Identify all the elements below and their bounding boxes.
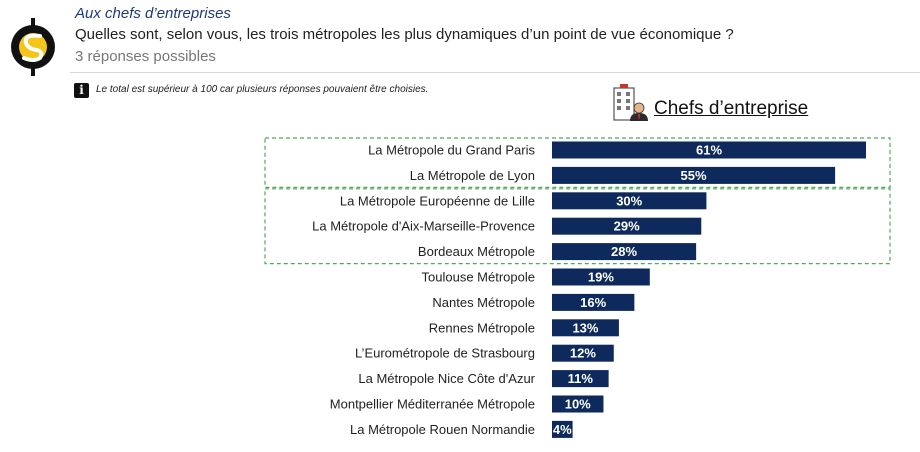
category-label: L’Eurométropole de Strasbourg bbox=[355, 346, 535, 361]
category-label: La Métropole Nice Côte d'Azur bbox=[358, 371, 535, 386]
value-label: 13% bbox=[572, 320, 598, 335]
answers-note: 3 réponses possibles bbox=[75, 48, 216, 65]
category-label: Montpellier Méditerranée Métropole bbox=[330, 397, 535, 412]
category-label: La Métropole de Lyon bbox=[410, 168, 535, 183]
bar bbox=[552, 319, 619, 337]
header-divider bbox=[70, 72, 920, 73]
bar bbox=[552, 293, 635, 311]
value-label: 30% bbox=[616, 193, 642, 208]
info-note: Le total est supérieur à 100 car plusieu… bbox=[96, 84, 429, 95]
info-icon: i bbox=[74, 83, 89, 98]
bar bbox=[552, 395, 604, 413]
value-label: 61% bbox=[696, 143, 722, 158]
value-label: 28% bbox=[611, 244, 637, 259]
bar bbox=[552, 420, 573, 438]
value-label: 16% bbox=[580, 295, 606, 310]
question-text: Quelles sont, selon vous, les trois métr… bbox=[75, 26, 734, 43]
audience-label: Aux chefs d’entreprises bbox=[75, 5, 231, 22]
value-label: 10% bbox=[565, 397, 591, 412]
bar bbox=[552, 370, 609, 388]
bar bbox=[552, 344, 614, 362]
bar bbox=[552, 141, 866, 159]
value-label: 29% bbox=[614, 219, 640, 234]
value-label: 19% bbox=[588, 270, 614, 285]
brand-logo-icon bbox=[11, 18, 55, 76]
category-label: Toulouse Métropole bbox=[422, 270, 535, 285]
value-label: 55% bbox=[681, 168, 707, 183]
bar bbox=[552, 192, 707, 210]
category-label: Bordeaux Métropole bbox=[418, 244, 535, 259]
panel-title: Chefs d’entreprise bbox=[654, 98, 809, 119]
category-label: La Métropole Rouen Normandie bbox=[350, 422, 535, 437]
category-label: La Métropole d'Aix-Marseille-Provence bbox=[312, 219, 535, 234]
bar bbox=[552, 268, 650, 286]
value-label: 4% bbox=[553, 422, 572, 437]
office-building-person-icon bbox=[613, 84, 648, 121]
category-label: La Métropole du Grand Paris bbox=[368, 143, 535, 158]
bar bbox=[552, 217, 702, 235]
category-label: Nantes Métropole bbox=[432, 295, 535, 310]
category-label: Rennes Métropole bbox=[429, 320, 535, 335]
value-label: 12% bbox=[570, 346, 596, 361]
bar bbox=[552, 243, 697, 261]
highlight-group-1 bbox=[264, 137, 891, 189]
value-label: 11% bbox=[568, 371, 594, 386]
category-label: La Métropole Européenne de Lille bbox=[340, 193, 535, 208]
bar bbox=[552, 166, 836, 184]
